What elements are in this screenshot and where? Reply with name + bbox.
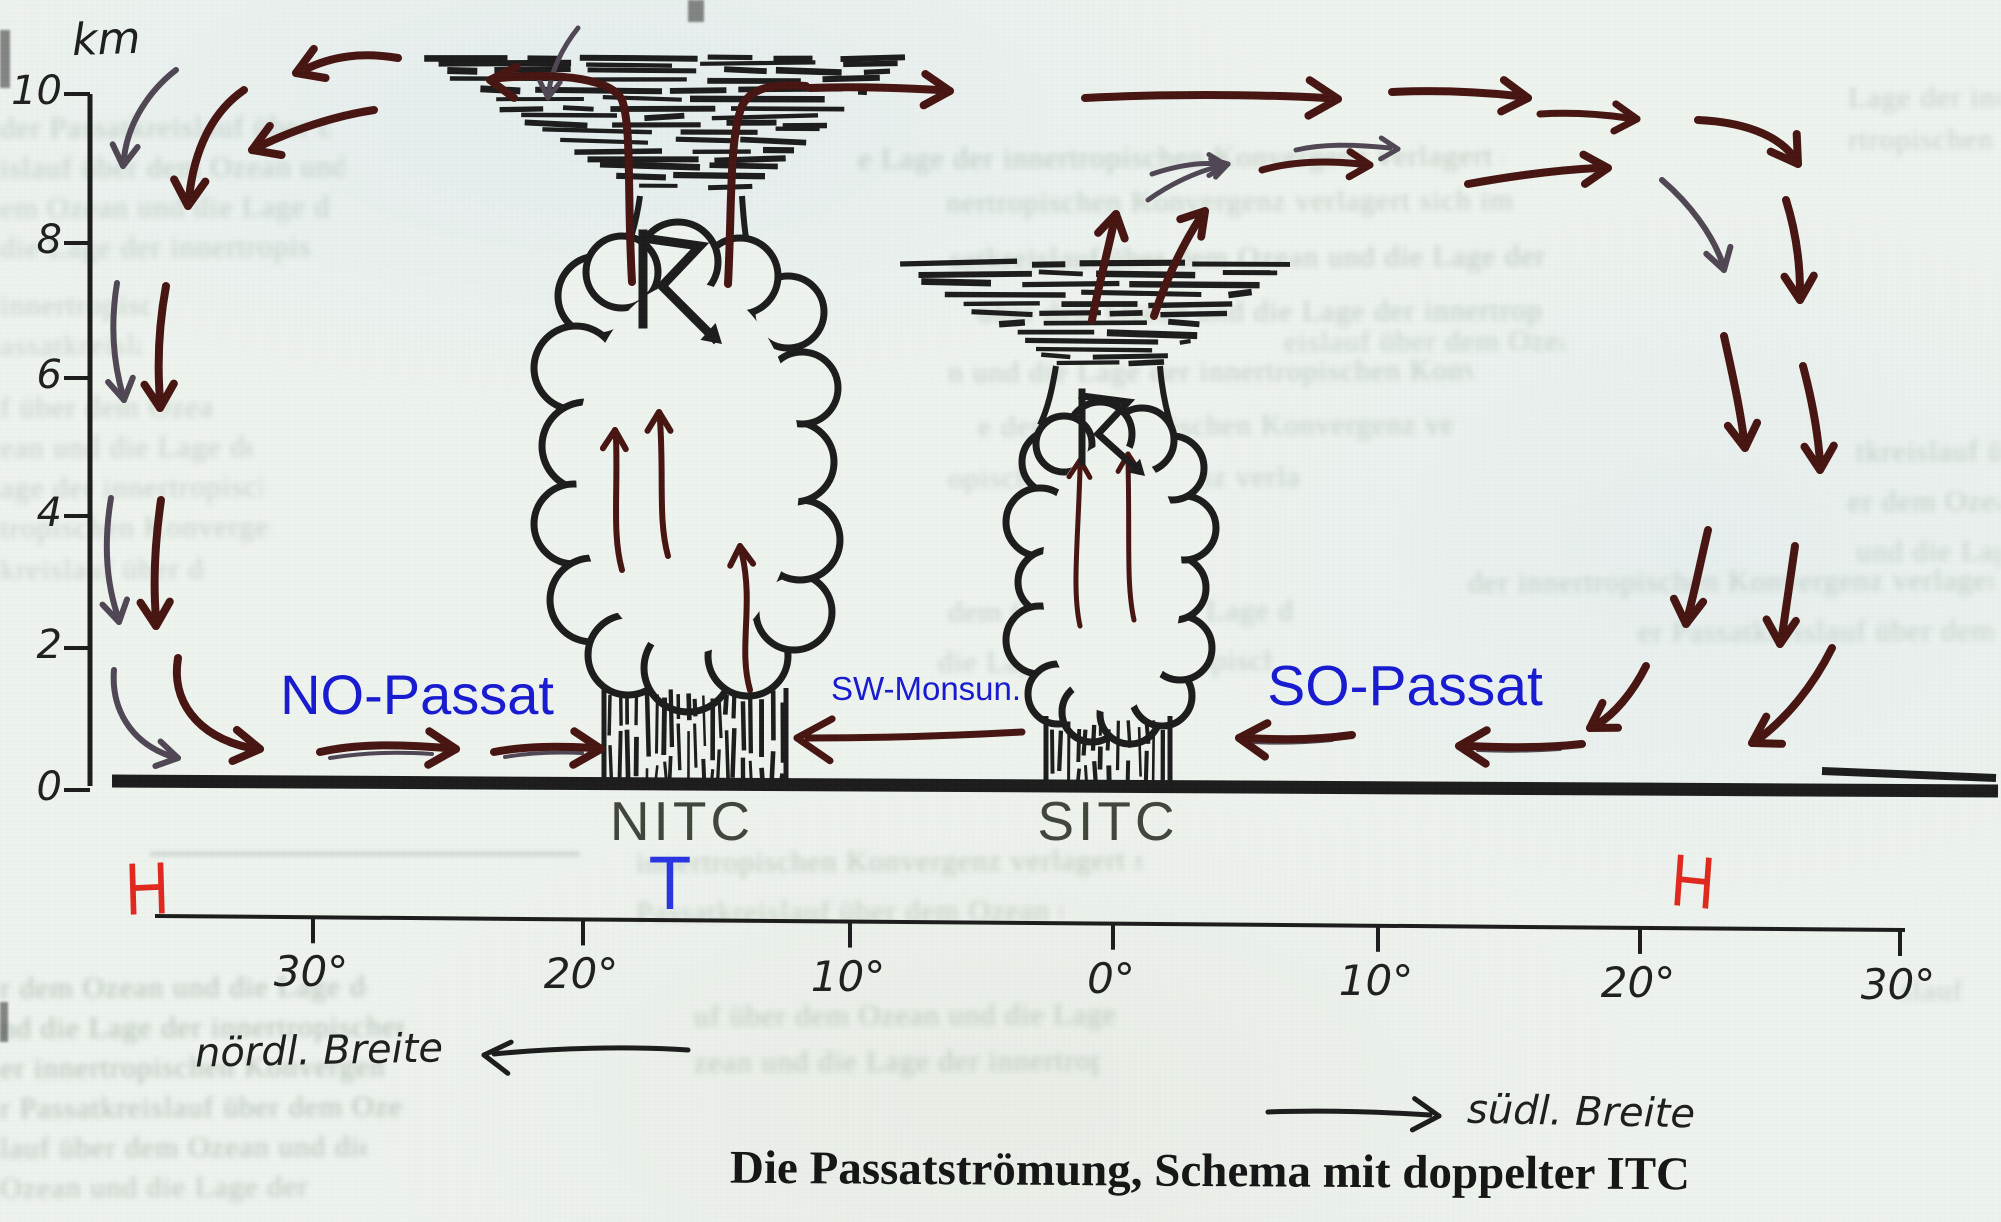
arrow-north-column-2 bbox=[140, 282, 178, 412]
arrow-south-descent-4 bbox=[1799, 362, 1838, 474]
scan-smudge bbox=[0, 1002, 8, 1042]
arrow-so-passat-arrow-2 bbox=[1455, 726, 1586, 768]
arrow-nitc-updraft-2 bbox=[644, 409, 674, 559]
arrow-nitc-outflow-left bbox=[486, 62, 636, 286]
arrow-south-descent-5 bbox=[1669, 526, 1712, 628]
arrow-north-column-4 bbox=[136, 496, 174, 630]
latitude-tick-0-30°: 30° bbox=[273, 947, 349, 997]
arrow-upper-belt-warm-1 bbox=[1258, 148, 1374, 181]
axes bbox=[64, 92, 1999, 956]
arrow-surface-echo-1 bbox=[328, 750, 434, 760]
arrow-north-outflow-upper bbox=[292, 44, 402, 82]
arrow-no-passat-arrow-1 bbox=[316, 727, 460, 769]
latitude-tick-1-20°: 20° bbox=[543, 949, 619, 999]
arrow-upper-belt-warm-2 bbox=[1464, 150, 1612, 188]
latitude-tick-5-20°: 20° bbox=[1600, 957, 1676, 1007]
low-pressure-t: T bbox=[648, 841, 692, 926]
arrow-north-descent-arc-cool bbox=[109, 67, 179, 169]
arrow-nitc-updraft-1 bbox=[599, 427, 629, 573]
arrow-upper-flow-corner bbox=[1694, 116, 1802, 168]
latitude-tick-4-10°: 10° bbox=[1338, 955, 1414, 1005]
sw-monsun-label: SW-Monsun. bbox=[830, 670, 1022, 707]
north-latitude-caption: nördl. Breite bbox=[194, 1025, 444, 1077]
altitude-tick-6: 6 bbox=[36, 352, 62, 398]
arrow-north-outflow-lower bbox=[248, 106, 378, 159]
arrow-sitc-outflow-2 bbox=[1150, 207, 1209, 320]
scan-smudge bbox=[0, 30, 10, 88]
altitude-tick-4: 4 bbox=[36, 490, 62, 536]
arrow-no-passat-arrow-2 bbox=[490, 727, 605, 769]
arrow-south-curvein-1 bbox=[1586, 662, 1650, 732]
arrow-anvil-left-arc bbox=[536, 25, 581, 101]
lightning-flashes bbox=[637, 229, 1145, 476]
south-latitude-caption: südl. Breite bbox=[1466, 1086, 1696, 1138]
arrow-nitc-updraft-3 bbox=[727, 543, 757, 693]
latitude-tick-3-0°: 0° bbox=[1087, 953, 1135, 1003]
arrow-north-column-3 bbox=[99, 495, 130, 625]
arrow-north-column-1 bbox=[105, 280, 136, 403]
so-passat-label: SO-Passat bbox=[1267, 654, 1543, 718]
nitc-cloud-tower bbox=[424, 54, 906, 783]
sitc-lightning bbox=[1078, 388, 1145, 476]
high-pressure-h-right: H bbox=[1668, 837, 1718, 926]
figure-title: Die Passatströmung, Schema mit doppelter… bbox=[729, 1141, 1691, 1201]
arrow-south-descent-2 bbox=[1780, 196, 1818, 304]
latitude-tick-2-10°: 10° bbox=[810, 951, 886, 1001]
arrow-upper-belt-cool-2 bbox=[1293, 135, 1401, 162]
scan-smudge bbox=[688, 0, 704, 22]
arrow-upper-flow-4 bbox=[1536, 100, 1641, 135]
arrow-sw-monsun-arrow bbox=[793, 715, 1026, 765]
nitc-label: NITC bbox=[609, 790, 755, 852]
flow-arrows bbox=[99, 25, 1838, 1133]
arrow-sitc-outflow-1 bbox=[1088, 210, 1129, 324]
arrow-upper-flow-1 bbox=[806, 70, 954, 110]
nitc-lightning bbox=[637, 229, 722, 345]
arrow-surface-echo-2 bbox=[503, 750, 584, 759]
arrow-south-descent-1 bbox=[1659, 177, 1734, 273]
high-pressure-h-left: H bbox=[123, 846, 171, 931]
altitude-tick-2: 2 bbox=[36, 622, 62, 668]
arrow-south-descent-3 bbox=[1720, 332, 1762, 452]
bleedthrough-rule bbox=[150, 852, 580, 856]
altitude-tick-10: 10 bbox=[11, 68, 62, 114]
altitude-axis-unit: km bbox=[71, 12, 142, 67]
no-passat-label: NO-Passat bbox=[280, 663, 554, 726]
arrow-south-curvein-2 bbox=[1748, 644, 1836, 748]
arrow-nitc-outflow-right bbox=[724, 81, 810, 288]
arrow-north-hook-cool bbox=[110, 667, 181, 769]
altitude-tick-8: 8 bbox=[36, 217, 62, 263]
latitude-tick-6-30°: 30° bbox=[1860, 959, 1936, 1009]
arrow-north-hook-warm bbox=[172, 654, 264, 765]
arrow-so-passat-arrow-1 bbox=[1235, 719, 1356, 761]
sitc-label: SITC bbox=[1037, 790, 1179, 852]
arrow-north-breite-arrow bbox=[481, 1039, 691, 1076]
arrow-upper-flow-2 bbox=[1081, 76, 1342, 120]
arrow-south-breite-arrow bbox=[1265, 1096, 1442, 1133]
arrow-north-descent-arc-warm bbox=[170, 86, 248, 210]
arrow-south-descent-6 bbox=[1762, 542, 1800, 648]
altitude-tick-0: 0 bbox=[36, 764, 62, 810]
arrow-upper-flow-3 bbox=[1388, 76, 1532, 116]
arrow-sitc-anvil-arc bbox=[1145, 156, 1231, 203]
